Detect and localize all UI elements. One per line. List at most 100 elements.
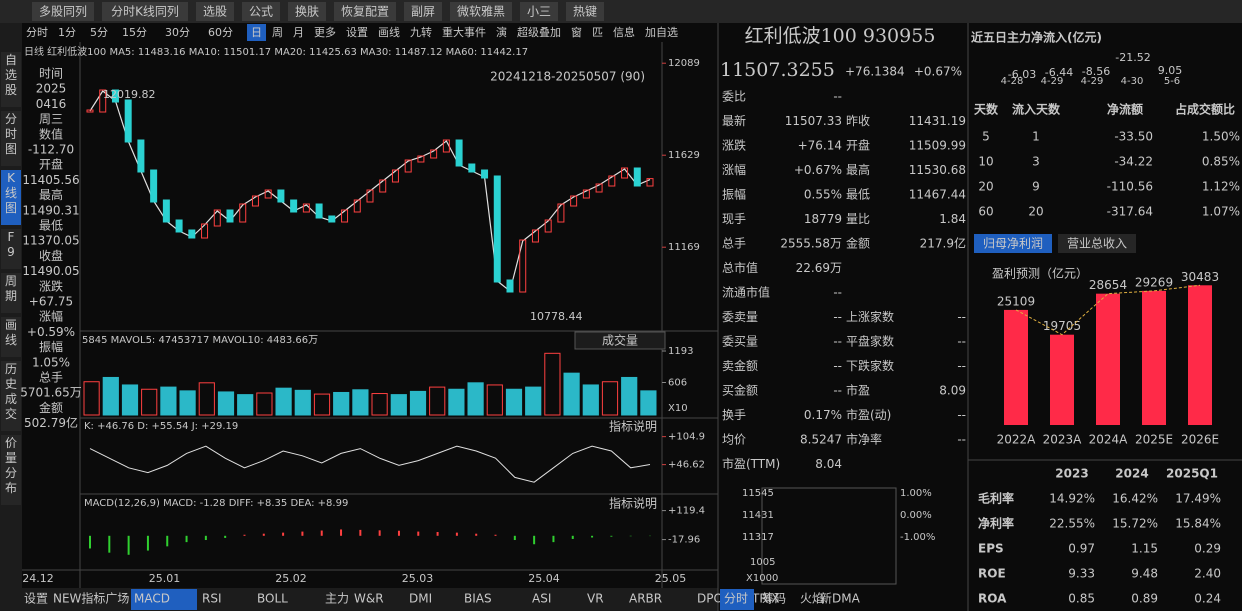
- bottom-tab[interactable]: DPO: [697, 592, 723, 606]
- sidebar-tab[interactable]: [1, 317, 21, 357]
- quote-label: 上涨家数: [846, 309, 894, 324]
- bottom-tab[interactable]: BOLL: [257, 592, 288, 606]
- bottom-tab[interactable]: NEW指标广场: [53, 591, 129, 606]
- candle: [201, 223, 209, 239]
- volume-selector[interactable]: 成交量: [602, 333, 638, 348]
- sidebar-tab[interactable]: [1, 170, 21, 225]
- sidebar-label[interactable]: 周期: [5, 274, 17, 303]
- sidebar-label[interactable]: 画线: [5, 318, 17, 347]
- profit-tab[interactable]: [1058, 234, 1136, 253]
- profit-tab-label[interactable]: 归母净利润: [983, 237, 1043, 251]
- toolbar-label[interactable]: 分时K线同列: [111, 5, 179, 19]
- period-tab[interactable]: 窗: [571, 25, 582, 39]
- bottom-tab[interactable]: 主力: [325, 592, 349, 606]
- period-tab[interactable]: 60分: [208, 26, 233, 39]
- toolbar-button[interactable]: [450, 2, 512, 21]
- quote-tab[interactable]: 筹码: [762, 592, 786, 606]
- bottom-tab[interactable]: ARBR: [629, 592, 662, 606]
- bottom-tab[interactable]: BIAS: [464, 592, 492, 606]
- sidebar-label[interactable]: 价量分布: [5, 436, 17, 495]
- period-tab[interactable]: 演: [496, 25, 507, 39]
- selector-box[interactable]: [574, 331, 666, 350]
- period-tab[interactable]: 30分: [165, 26, 190, 39]
- mini-label: X1000: [746, 573, 778, 584]
- sidebar-label[interactable]: 历史成交: [5, 362, 17, 421]
- bottom-tab[interactable]: VR: [587, 592, 604, 606]
- sidebar-tab[interactable]: [1, 273, 21, 313]
- toolbar-button[interactable]: [520, 2, 558, 21]
- toolbar-button[interactable]: [404, 2, 442, 21]
- period-tab[interactable]: 日: [251, 26, 262, 39]
- toolbar-button[interactable]: [196, 2, 234, 21]
- period-tab[interactable]: 画线: [378, 25, 400, 39]
- toolbar-label[interactable]: 多股同列: [39, 5, 87, 19]
- candle: [213, 209, 221, 227]
- toolbar-button[interactable]: [566, 2, 604, 21]
- bottom-tab[interactable]: MACD: [134, 592, 170, 606]
- quote-value: 11530.68: [909, 163, 966, 177]
- quote-value: 1.84: [939, 212, 966, 226]
- toolbar-button[interactable]: [102, 2, 188, 21]
- period-tab[interactable]: 分时: [26, 26, 48, 39]
- quote-value: 18779: [804, 212, 842, 226]
- info-text: +67.75: [29, 295, 73, 309]
- bottom-tab[interactable]: DMI: [409, 592, 432, 606]
- toolbar-label[interactable]: 换肤: [295, 4, 319, 19]
- period-tab[interactable]: 1分: [58, 26, 76, 39]
- sidebar-tab[interactable]: [1, 229, 21, 269]
- quote-label: 流通市值: [722, 285, 770, 300]
- toolbar-label[interactable]: 选股: [203, 5, 227, 19]
- bottom-tab[interactable]: 新DMA: [820, 591, 861, 606]
- quote-value: 11467.44: [909, 188, 966, 202]
- sidebar-tab[interactable]: [1, 111, 21, 166]
- toolbar-label[interactable]: 副屏: [411, 5, 435, 19]
- toolbar-button[interactable]: [32, 2, 94, 21]
- toolbar-button[interactable]: [288, 2, 326, 21]
- quote-label: 最高: [846, 162, 870, 177]
- bottom-tab[interactable]: W&R: [354, 592, 384, 606]
- toolbar-label[interactable]: 公式: [249, 5, 273, 19]
- quote-tab[interactable]: 火焰: [800, 591, 824, 606]
- period-tab[interactable]: 超级叠加: [517, 25, 561, 39]
- sidebar-tab[interactable]: [1, 52, 21, 107]
- period-tab[interactable]: 5分: [90, 26, 108, 39]
- quote-value: 22.69万: [796, 261, 842, 275]
- sidebar-tab[interactable]: [1, 435, 21, 505]
- period-tab[interactable]: 更多: [314, 25, 336, 39]
- indicator-help[interactable]: 指标说明: [609, 496, 657, 511]
- bottom-tab[interactable]: ASI: [532, 592, 551, 606]
- toolbar-label[interactable]: 热键: [573, 5, 597, 19]
- profit-bar: [1050, 334, 1074, 425]
- sidebar-label[interactable]: 自选股: [5, 53, 17, 97]
- period-tab[interactable]: 月: [293, 26, 304, 39]
- toolbar-button[interactable]: [334, 2, 396, 21]
- bottom-tab[interactable]: RSI: [202, 592, 222, 606]
- flow-header: 净流额: [1107, 102, 1143, 117]
- period-tab[interactable]: 15分: [122, 26, 147, 39]
- period-tab[interactable]: 重大事件: [442, 25, 486, 39]
- x-tick-label: 24.12: [22, 572, 54, 585]
- period-tab[interactable]: 匹: [592, 26, 603, 39]
- profit-tab[interactable]: [974, 234, 1052, 253]
- period-tab[interactable]: 九转: [410, 25, 432, 39]
- period-tab[interactable]: 加自选: [645, 26, 678, 39]
- period-tab[interactable]: 周: [272, 26, 283, 39]
- quote-value: 0.17%: [804, 408, 842, 422]
- quote-value: --: [833, 384, 842, 398]
- toolbar-label[interactable]: 小三: [527, 5, 551, 19]
- bottom-tab[interactable]: 设置: [24, 592, 48, 606]
- period-tab[interactable]: 设置: [346, 26, 368, 39]
- toolbar-label[interactable]: 微软雅黑: [457, 4, 505, 19]
- sidebar-tab[interactable]: [1, 361, 21, 431]
- indicator-help[interactable]: 指标说明: [609, 419, 657, 434]
- quote-tab[interactable]: 分时: [724, 592, 748, 606]
- profit-tab-label[interactable]: 营业总收入: [1067, 237, 1127, 251]
- sidebar-label[interactable]: K 线图: [5, 171, 17, 215]
- quote-label: 市盈(动): [846, 407, 891, 422]
- bottom-tab[interactable]: TRIX: [751, 592, 779, 606]
- period-tab[interactable]: 信息: [613, 25, 635, 39]
- sidebar-label[interactable]: 分时图: [5, 112, 17, 156]
- toolbar-button[interactable]: [242, 2, 280, 21]
- toolbar-label[interactable]: 恢复配置: [341, 5, 389, 19]
